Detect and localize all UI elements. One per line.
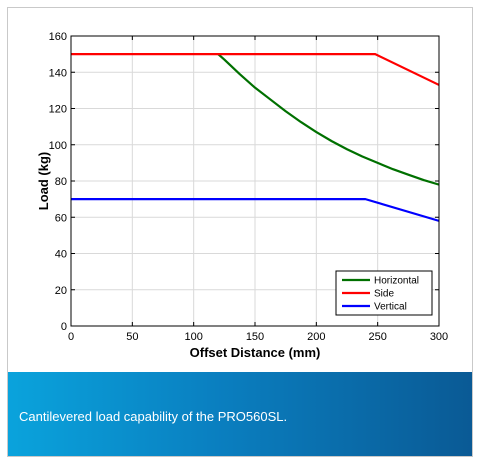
x-tick-label: 150	[246, 331, 264, 343]
caption-bar	[8, 372, 472, 456]
chart-area: 0 50 100 150 200 250 300 0 20 40 60 80 100 120 140 160 …	[8, 8, 472, 372]
y-tick-label: 160	[49, 31, 67, 43]
series-line-horizontal	[217, 53, 440, 186]
data-series	[71, 53, 440, 222]
y-tick-label: 20	[55, 285, 67, 297]
legend-label-horizontal: Horizontal	[374, 276, 419, 287]
axis-ticks: 0 50 100 150 200 250 300 0 20 40 60 80 100 120 140 160	[49, 31, 449, 343]
legend-label-side: Side	[374, 289, 394, 300]
x-tick-label: 300	[430, 331, 448, 343]
y-tick-label: 60	[55, 212, 67, 224]
y-axis-label: Load (kg)	[36, 152, 51, 211]
series-line-side	[71, 53, 440, 86]
x-tick-label: 50	[126, 331, 138, 343]
legend-label-vertical: Vertical	[374, 302, 407, 313]
x-tick-label: 200	[307, 331, 325, 343]
legend: Horizontal Side Vertical	[335, 270, 433, 316]
x-axis-label: Offset Distance (mm)	[190, 345, 321, 360]
figure-caption: Cantilevered load capability of the PRO5…	[19, 409, 288, 424]
x-tick-label: 0	[68, 331, 74, 343]
figure-card: 0 50 100 150 200 250 300 0 20 40 60 80 100 120 140 160 …	[7, 7, 473, 457]
y-tick-label: 140	[49, 67, 67, 79]
y-tick-label: 100	[49, 140, 67, 152]
x-tick-label: 250	[368, 331, 386, 343]
load-chart: 0 50 100 150 200 250 300020406080100120140160 …	[36, 31, 449, 360]
y-tick-label: 40	[55, 249, 67, 261]
series-line-vertical	[71, 198, 440, 222]
x-tick-label: 100	[184, 331, 202, 343]
y-tick-label: 80	[55, 176, 67, 188]
y-tick-label: 0	[61, 321, 67, 333]
y-tick-label: 120	[49, 104, 67, 116]
